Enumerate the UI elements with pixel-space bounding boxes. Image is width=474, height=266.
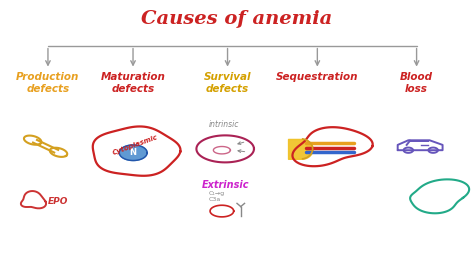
Text: intrinsic: intrinsic xyxy=(209,120,239,129)
Text: Production
defects: Production defects xyxy=(16,72,80,94)
Text: Cytoplasmic: Cytoplasmic xyxy=(111,134,158,156)
Text: Survival
defects: Survival defects xyxy=(204,72,251,94)
Text: Maturation
defects: Maturation defects xyxy=(100,72,165,94)
Text: N: N xyxy=(130,148,137,157)
Text: Sequestration: Sequestration xyxy=(276,72,359,82)
Text: C₁→g
C3a: C₁→g C3a xyxy=(209,191,225,202)
Polygon shape xyxy=(119,145,147,160)
Text: Extrinsic: Extrinsic xyxy=(201,180,249,190)
Text: Blood
loss: Blood loss xyxy=(400,72,433,94)
Text: Causes of anemia: Causes of anemia xyxy=(141,10,333,28)
Text: EPO: EPO xyxy=(48,197,68,206)
